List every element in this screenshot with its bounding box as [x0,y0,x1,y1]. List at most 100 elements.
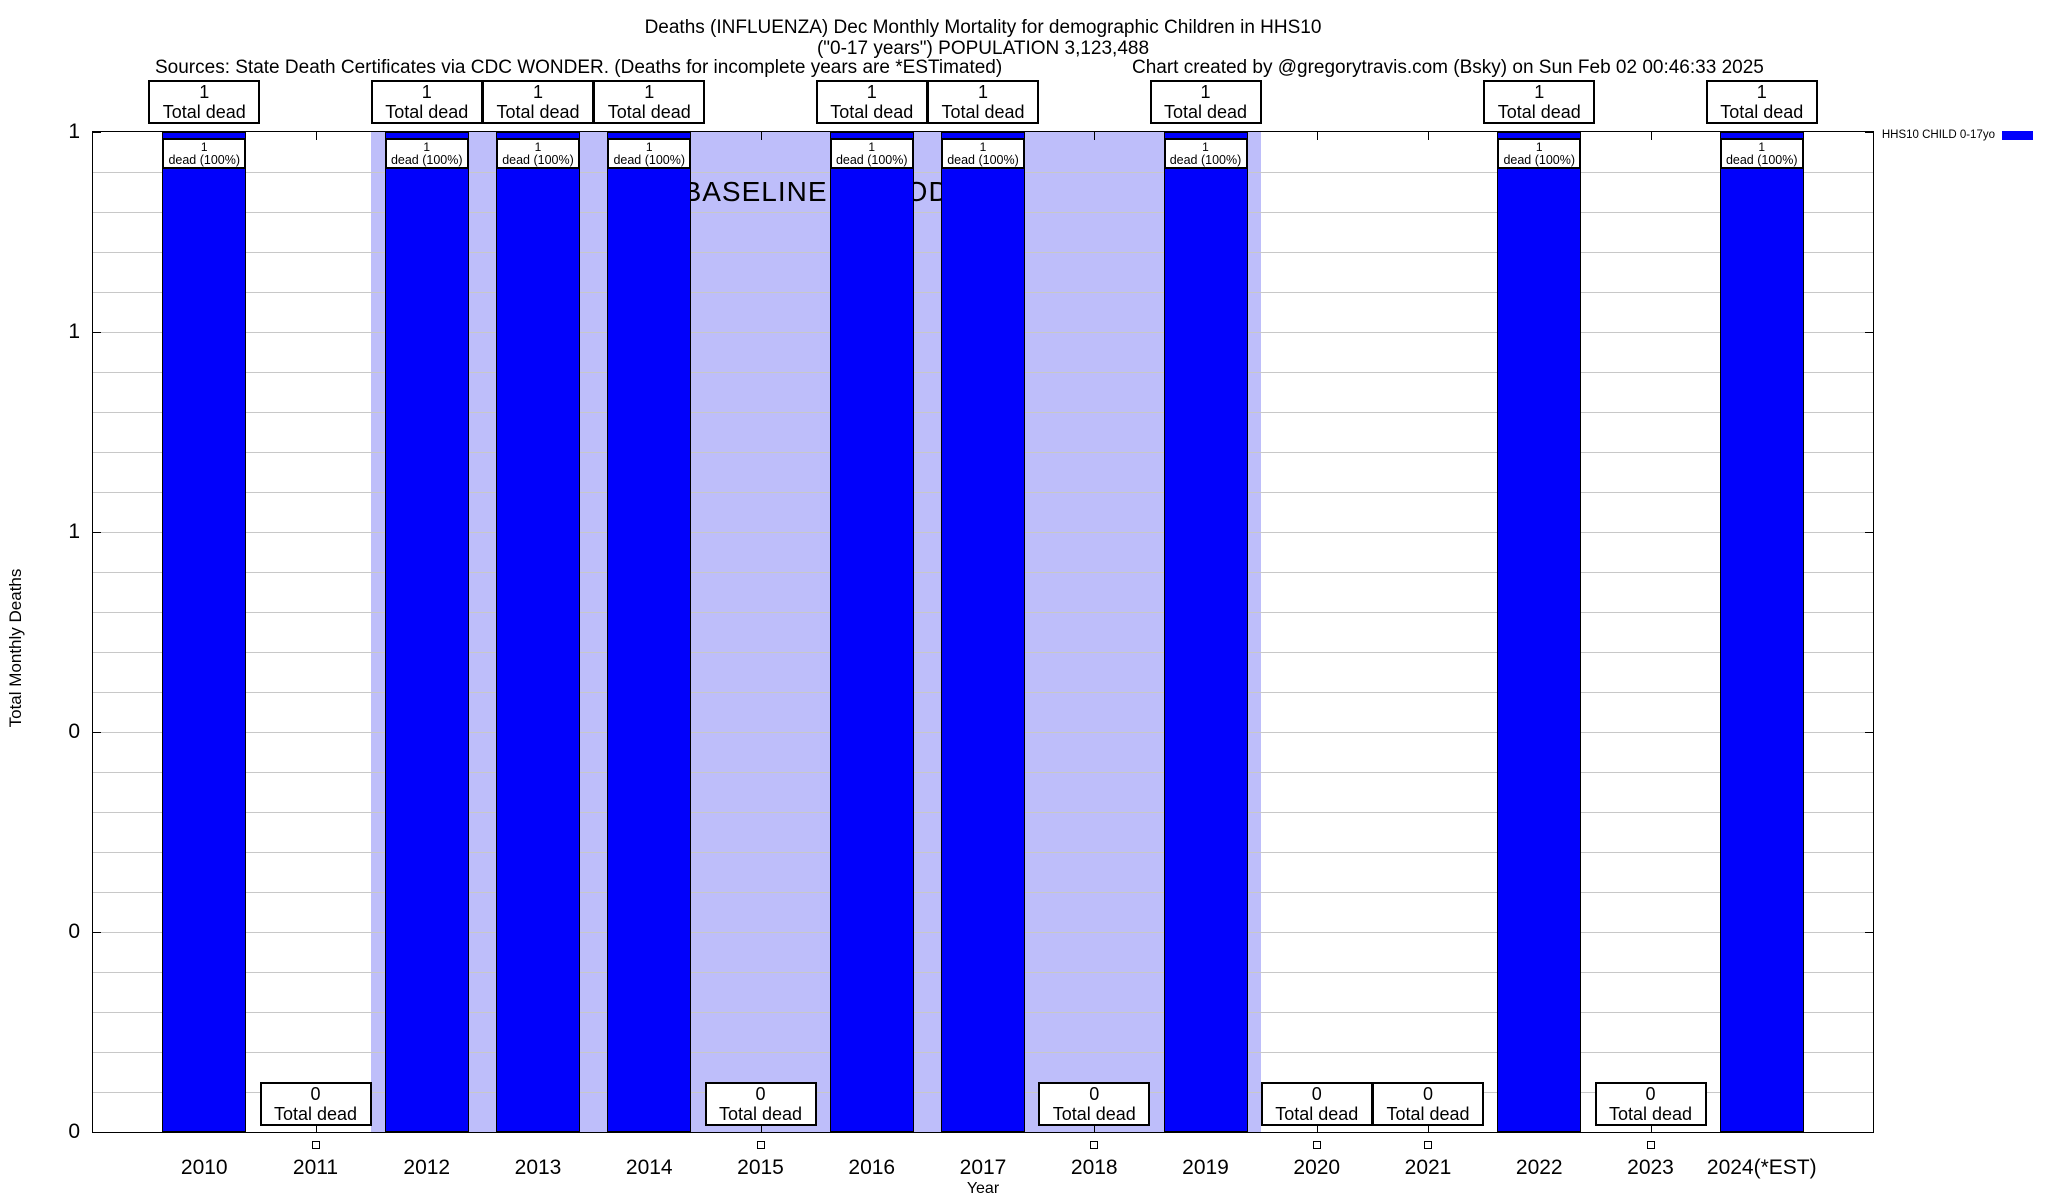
x-tick-label: 2012 [403,1156,451,1179]
box-text: Total dead [830,102,914,122]
bar-dead-pct-box: 1 dead (100%) [1497,138,1582,169]
box-value: 0 [1645,1084,1656,1104]
x-tick [1094,132,1096,140]
box-text: dead (100%) [613,153,686,167]
total-dead-box: 1 Total dead [927,80,1039,124]
zero-bar-marker [1646,1141,1655,1149]
total-dead-box: 1 Total dead [815,80,928,124]
box-text: Total dead [162,102,246,122]
y-tick-label: 1 [68,520,80,543]
zero-bar-marker [1424,1141,1432,1149]
box-value: 1 [534,140,542,154]
box-text: Total dead [718,1104,803,1124]
chart-subtitle: ("0-17 years") POPULATION 3,123,488 [816,38,1150,59]
y-tick-label: 0 [68,1120,80,1143]
x-tick [1316,132,1318,140]
box-value: 1 [644,82,655,102]
bar-dead-pct-box: 1 dead (100%) [829,138,914,169]
box-text: dead (100%) [835,153,908,167]
box-value: 0 [755,1084,766,1104]
x-tick-label: 2024(*EST) [1706,1156,1817,1179]
bar [162,132,247,1132]
box-value: 1 [1200,82,1211,102]
box-text: Total dead [607,102,691,122]
total-dead-box: 1 Total dead [1705,80,1818,124]
zero-box-connector [1428,1126,1429,1132]
plot-area: BASELINE PERIOD 1 dead (100%) 0 Total dead 1 d… [92,131,1874,1133]
bar-dead-pct-box: 1 dead (100%) [941,138,1025,169]
y-tick [1865,132,1873,133]
y-tick [93,932,101,933]
zero-total-dead-box: 0 Total dead [704,1082,817,1126]
zero-box-connector [1094,1126,1096,1132]
box-text: Total dead [496,102,580,122]
x-tick-label: 2017 [959,1156,1007,1179]
y-tick-label: 0 [68,920,80,943]
x-tick [1650,132,1652,140]
legend-label: HHS10 CHILD 0-17yo [1881,129,1995,141]
box-text: dead (100%) [390,153,463,167]
y-tick-label: 0 [68,720,80,743]
bar [829,132,914,1132]
sources-note: Sources: State Death Certificates via CD… [155,57,1003,78]
chart-title: Deaths (INFLUENZA) Dec Monthly Mortality… [644,17,1322,38]
zero-bar-marker [1090,1141,1099,1149]
y-tick [1865,332,1873,333]
y-tick [93,732,101,733]
y-tick [1865,732,1873,733]
bar-dead-pct-box: 1 dead (100%) [1163,138,1248,169]
box-value: 1 [532,82,543,102]
box-value: 1 [1202,140,1209,154]
y-tick [1865,532,1873,533]
bar-dead-pct-box: 1 dead (100%) [162,138,247,169]
box-text: Total dead [1386,1104,1470,1124]
bar [384,132,469,1132]
x-tick-label: 2010 [180,1156,228,1179]
box-value: 0 [1089,1084,1100,1104]
x-axis-title: Year [966,1180,1000,1197]
zero-total-dead-box: 0 Total dead [259,1082,372,1126]
x-tick-label: 2020 [1293,1156,1341,1179]
box-value: 1 [1534,82,1545,102]
box-text: Total dead [1608,1104,1693,1124]
x-tick-label: 2013 [514,1156,562,1179]
x-tick-label: 2019 [1182,1156,1229,1179]
box-value: 1 [421,82,432,102]
box-value: 1 [645,140,653,154]
zero-bar-marker [311,1141,320,1149]
zero-total-dead-box: 0 Total dead [1260,1082,1373,1126]
box-text: dead (100%) [1503,153,1576,167]
box-value: 0 [1311,1084,1322,1104]
bar-dead-pct-box: 1 dead (100%) [384,138,469,169]
box-text: Total dead [1163,102,1248,122]
bar-dead-pct-box: 1 dead (100%) [1719,138,1804,169]
x-tick-label: 2015 [737,1156,784,1179]
zero-total-dead-box: 0 Total dead [1594,1082,1707,1126]
box-text: dead (100%) [1169,153,1242,167]
box-value: 1 [868,140,876,154]
box-text: Total dead [1497,102,1581,122]
bar [1497,132,1582,1132]
total-dead-box: 1 Total dead [1149,80,1262,124]
zero-box-connector [1650,1126,1652,1132]
y-tick [1865,932,1873,933]
box-value: 1 [200,140,208,154]
bar [496,132,580,1132]
y-tick [93,532,101,533]
total-dead-box: 1 Total dead [370,80,483,124]
box-value: 1 [1535,140,1543,154]
y-tick [1865,1132,1873,1133]
box-value: 1 [199,82,210,102]
zero-box-connector [1316,1126,1318,1132]
box-text: dead (100%) [1725,153,1798,167]
bar-dead-pct-box: 1 dead (100%) [607,138,692,169]
box-value: 1 [1756,82,1767,102]
x-tick-label: 2014 [625,1156,673,1179]
x-tick [1428,132,1429,140]
box-text: Total dead [941,102,1025,122]
zero-bar-marker [1312,1141,1321,1149]
box-text: Total dead [1275,1104,1359,1124]
y-axis-title: Total Monthly Deaths [6,568,25,728]
zero-total-dead-box: 0 Total dead [1038,1082,1151,1126]
